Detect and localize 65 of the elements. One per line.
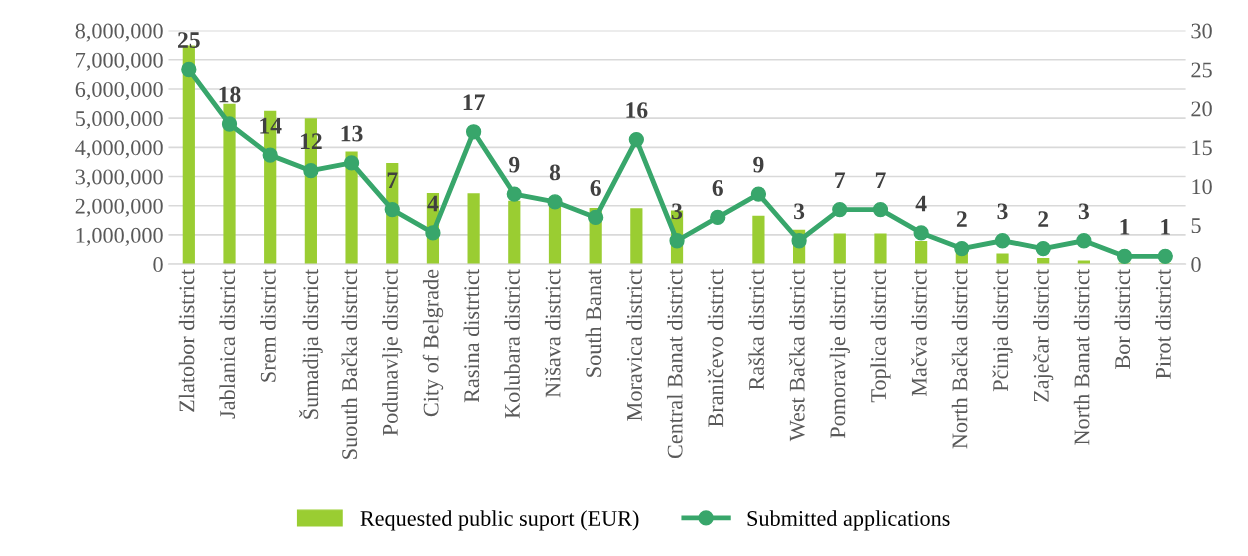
x-tick-label: Zlatobor district bbox=[178, 269, 195, 412]
x-tick-label: Srem district bbox=[260, 269, 276, 382]
data-label: 6 bbox=[712, 180, 723, 196]
data-label: 3 bbox=[997, 203, 1008, 220]
y-tick-label: 4,000,000 bbox=[75, 140, 163, 159]
y2-tick-label: 30 bbox=[1191, 23, 1212, 39]
x-tick-label: Raška district bbox=[748, 269, 764, 390]
data-label: 18 bbox=[219, 86, 241, 103]
y2-tick-label: 20 bbox=[1191, 101, 1212, 117]
x-tick-label: Bor district bbox=[1114, 269, 1131, 369]
data-label: 4 bbox=[427, 195, 439, 212]
x-tick-label: South Banat bbox=[585, 269, 602, 377]
data-label: 8 bbox=[549, 164, 561, 181]
legend-label: Requested public suport (EUR) bbox=[360, 510, 639, 531]
y-tick-label: 0 bbox=[153, 257, 163, 273]
x-tick-label: Suouth Bačka district bbox=[341, 269, 358, 459]
y2-tick-label: 10 bbox=[1192, 179, 1212, 195]
x-tick-label: Rasina distrtict bbox=[463, 269, 480, 403]
data-label: 7 bbox=[875, 172, 886, 188]
data-label: 1 bbox=[1161, 219, 1170, 235]
x-tick-label: Braničevo district bbox=[707, 269, 724, 427]
data-label: 9 bbox=[753, 156, 764, 173]
x-tick-label: West Bačka district bbox=[788, 269, 805, 442]
y2-tick-label: 0 bbox=[1191, 257, 1201, 273]
data-label: 9 bbox=[509, 156, 520, 173]
x-tick-label: Jablanica district bbox=[219, 269, 236, 419]
legend-label: Submitted applications bbox=[747, 510, 950, 531]
data-label: 1 bbox=[1120, 219, 1130, 235]
y-tick-label: 3,000,000 bbox=[75, 169, 163, 188]
x-tick-label: Podunavlje district bbox=[382, 269, 403, 436]
x-tick-label: Nišava district bbox=[544, 269, 561, 398]
data-label: 16 bbox=[626, 102, 648, 119]
x-tick-label: Pčinja district bbox=[992, 269, 1013, 392]
x-tick-label: Moravica district bbox=[626, 269, 642, 421]
y2-tick-label: 5 bbox=[1191, 218, 1201, 234]
y-tick-label: 5,000,000 bbox=[76, 111, 163, 130]
x-tick-label: City of Belgrade bbox=[422, 269, 444, 417]
x-tick-label: Mačva district bbox=[911, 269, 927, 397]
data-label: 7 bbox=[387, 172, 398, 188]
x-tick-label: North Bačka district bbox=[951, 269, 968, 449]
data-label: 25 bbox=[178, 32, 200, 49]
data-label: 13 bbox=[341, 125, 363, 142]
x-tick-label: Pomoravlje district bbox=[829, 269, 850, 439]
data-label: 3 bbox=[794, 203, 805, 220]
data-label: 17 bbox=[463, 94, 485, 111]
x-tick-label: Zaječar district bbox=[1033, 269, 1054, 402]
y-tick-label: 2,000,000 bbox=[75, 198, 163, 217]
y-tick-label: 6,000,000 bbox=[75, 81, 163, 101]
x-tick-label: North Banat district bbox=[1073, 269, 1090, 445]
data-label: 6 bbox=[590, 180, 601, 196]
y-tick-label: 7,000,000 bbox=[76, 52, 163, 71]
data-label: 7 bbox=[835, 172, 846, 188]
x-tick-label: Šumadija district bbox=[299, 269, 323, 419]
y-tick-label: 8,000,000 bbox=[75, 23, 163, 42]
x-tick-label: Kolubara district bbox=[504, 269, 520, 419]
y-tick-label: 1,000,000 bbox=[76, 227, 163, 247]
data-label: 2 bbox=[956, 211, 967, 227]
data-label: 3 bbox=[1078, 203, 1089, 220]
y2-tick-label: 15 bbox=[1192, 140, 1212, 156]
x-tick-label: Toplica district bbox=[870, 269, 891, 403]
data-label: 2 bbox=[1038, 211, 1049, 227]
data-label: 4 bbox=[915, 195, 927, 212]
x-tick-label: Central Banat district bbox=[666, 269, 683, 459]
y2-tick-label: 25 bbox=[1191, 62, 1212, 78]
x-tick-label: Pirot district bbox=[1155, 269, 1171, 379]
